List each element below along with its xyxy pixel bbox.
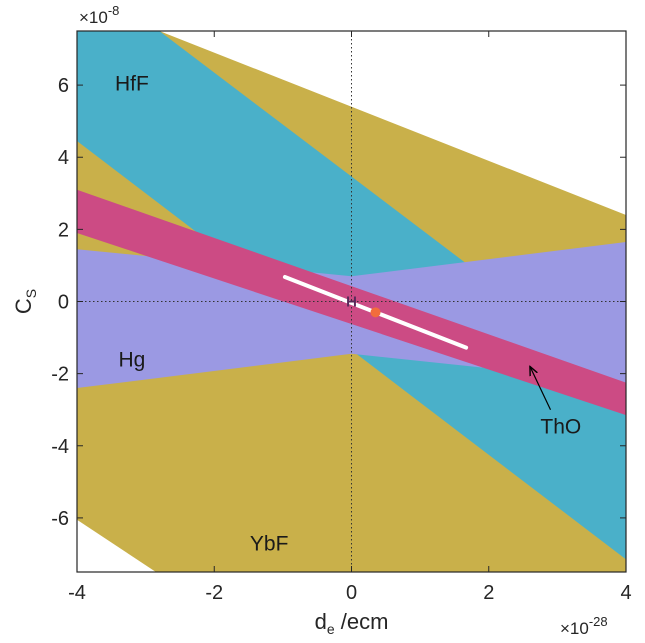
y-tick-label: -6 [51, 508, 69, 530]
x-tick-label: -4 [68, 582, 86, 604]
x-exponent-label: ×10-28 [560, 614, 608, 638]
y-tick-label: 0 [58, 292, 69, 314]
y-tick-label: -2 [51, 364, 69, 386]
best-fit-point [370, 307, 381, 318]
x-tick-label: 4 [620, 582, 631, 604]
y-tick-label: 6 [58, 75, 69, 97]
band-label-tho: ThO [540, 415, 581, 438]
y-tick-label: -4 [51, 436, 69, 458]
band-label-hff: HfF [115, 73, 149, 96]
band-label-ybf: YbF [250, 532, 289, 555]
axis-ticks: -4 -2 0 2 4 -6 -4 -2 0 2 4 6 [51, 31, 632, 604]
band-label-hg: Hg [118, 349, 145, 372]
plot-area: HfF Hg YbF ThO [77, 31, 626, 572]
x-tick-label: 2 [483, 582, 494, 604]
tho-annotation-arrow [530, 366, 552, 410]
x-tick-label: 0 [346, 582, 357, 604]
y-tick-label: 2 [58, 219, 69, 241]
x-tick-label: -2 [205, 582, 223, 604]
x-axis-label: de /ecm [315, 609, 389, 637]
y-tick-label: 4 [58, 147, 69, 169]
y-exponent-label: ×10-8 [79, 3, 119, 27]
y-axis-label: CS [11, 289, 39, 314]
